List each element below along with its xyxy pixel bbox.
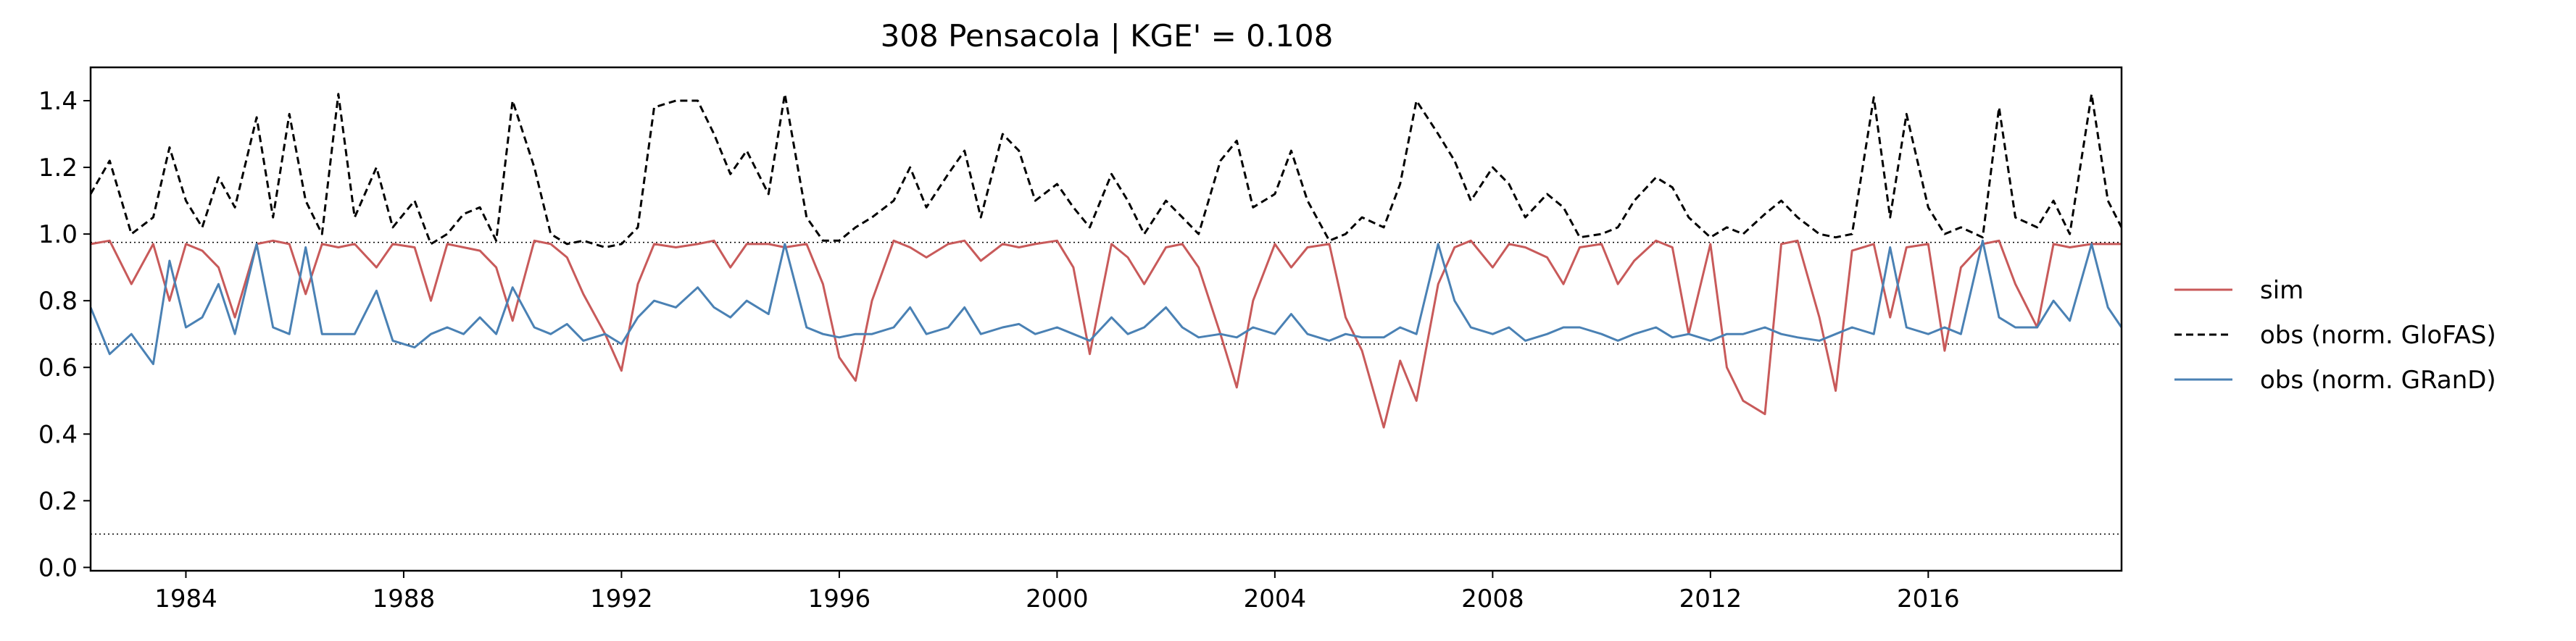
chart-title: 308 Pensacola | KGE' = 0.108 [881,18,1334,54]
x-axis: 1984 1988 1992 1996 2000 2004 2008 2012 2016 [154,571,1960,613]
x-tick-label: 2016 [1897,585,1960,613]
y-axis: 0.0 0.2 0.4 0.6 0.8 1.0 1.2 1.4 [38,87,91,582]
y-tick-label: 0.0 [38,553,78,582]
x-tick-label: 1984 [154,585,217,613]
y-tick-label: 0.4 [38,420,78,449]
series-line-0 [91,239,2122,429]
series-line-1 [91,93,2122,248]
x-tick-label: 1996 [808,585,871,613]
y-tick-label: 0.2 [38,487,78,516]
y-tick-label: 1.0 [38,220,78,249]
x-tick-label: 1992 [590,585,653,613]
x-tick-label: 2000 [1026,585,1089,613]
plot-area: 0.0 0.2 0.4 0.6 0.8 1.0 1.2 1.4 1984 1988 1992 199… [38,66,2123,613]
y-tick-label: 0.6 [38,353,78,382]
plot-frame [89,66,2123,572]
x-tick-label: 2012 [1679,585,1742,613]
series-lines [91,93,2122,429]
legend-label-2: obs (norm. GRanD) [2260,366,2496,395]
reference-lines [91,241,2122,535]
x-tick-label: 2004 [1244,585,1307,613]
legend-label-1: obs (norm. GloFAS) [2260,321,2496,350]
series-line-2 [91,239,2122,366]
x-tick-label: 1988 [373,585,436,613]
y-tick-label: 1.4 [38,87,78,116]
legend-label-0: sim [2260,276,2303,305]
y-tick-label: 0.8 [38,287,78,316]
y-tick-label: 1.2 [38,154,78,183]
x-tick-label: 2008 [1461,585,1524,613]
legend: sim obs (norm. GloFAS) obs (norm. GRanD) [2174,276,2496,395]
